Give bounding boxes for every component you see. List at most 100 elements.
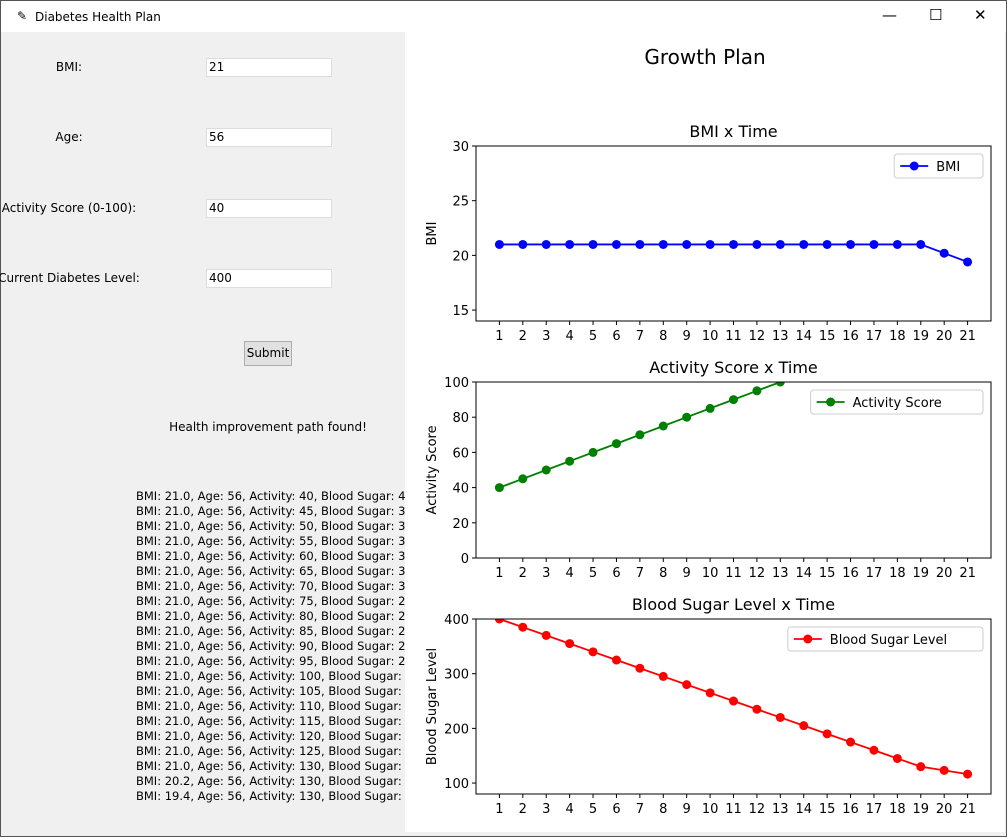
x-tick-label: 11 (725, 566, 742, 581)
x-tick-label: 14 (795, 329, 812, 344)
data-point (658, 239, 668, 249)
x-tick-label: 11 (725, 802, 742, 817)
data-point (588, 239, 598, 249)
log-line: BMI: 21.0, Age: 56, Activity: 110, Blood… (136, 699, 439, 713)
maximize[interactable]: ☐ (929, 6, 943, 24)
data-point (729, 239, 738, 249)
y-tick-label: 20 (452, 249, 469, 264)
text-input[interactable]: 56 (206, 128, 332, 147)
data-point (588, 447, 598, 457)
x-tick-label: 2 (519, 329, 527, 344)
data-point (658, 671, 668, 681)
y-tick-label: 30 (452, 140, 469, 155)
log-line: BMI: 21.0, Age: 56, Activity: 55, Blood … (136, 534, 432, 548)
data-point (565, 239, 575, 249)
x-tick-label: 13 (772, 566, 789, 581)
legend-box (787, 626, 984, 652)
x-tick-label: 8 (659, 329, 667, 344)
axes-frame (475, 381, 992, 559)
x-tick-label: 7 (636, 566, 644, 581)
log-line: BMI: 21.0, Age: 56, Activity: 85, Blood … (136, 624, 432, 638)
x-tick-label: 21 (959, 566, 976, 581)
x-tick-label: 19 (912, 566, 929, 581)
log-line: BMI: 21.0, Age: 56, Activity: 130, Blood… (136, 759, 439, 773)
x-tick-label: 1 (495, 329, 503, 344)
data-point (682, 412, 692, 422)
y-tick-label: 200 (444, 722, 469, 737)
log-line: BMI: 21.0, Age: 56, Activity: 50, Blood … (136, 519, 432, 533)
x-tick-label: 19 (912, 802, 929, 817)
x-tick-label: 6 (612, 566, 620, 581)
close[interactable]: ✕ (974, 6, 987, 24)
data-point (541, 239, 551, 249)
minimize[interactable]: — (882, 6, 897, 24)
y-tick-label: 300 (444, 668, 469, 683)
x-tick-label: 8 (659, 802, 667, 817)
x-tick-label: 12 (749, 329, 766, 344)
log-line: BMI: 20.2, Age: 56, Activity: 130, Blood… (136, 774, 439, 788)
log-line: BMI: 21.0, Age: 56, Activity: 75, Blood … (136, 594, 432, 608)
data-point (705, 688, 715, 698)
data-point (611, 439, 621, 449)
data-point (916, 762, 926, 772)
x-tick-label: 16 (842, 566, 859, 581)
x-tick-label: 19 (912, 329, 929, 344)
plot-area (494, 619, 973, 779)
data-point (752, 704, 762, 714)
x-tick-label: 18 (889, 802, 906, 817)
y-tick-label: 40 (452, 482, 469, 497)
x-tick-label: 9 (683, 802, 691, 817)
x-tick-label: 4 (565, 566, 573, 581)
log-line: BMI: 21.0, Age: 56, Activity: 70, Blood … (136, 579, 432, 593)
x-tick-label: 14 (795, 566, 812, 581)
x-tick-label: 9 (683, 566, 691, 581)
log-line: BMI: 21.0, Age: 56, Activity: 80, Blood … (136, 609, 432, 623)
data-point (588, 647, 598, 657)
x-tick-label: 9 (683, 329, 691, 344)
app-icon: ✎ (17, 9, 28, 23)
y-tick-label: 25 (452, 195, 469, 210)
x-tick-label: 15 (819, 802, 836, 817)
log-line: BMI: 21.0, Age: 56, Activity: 60, Blood … (136, 549, 432, 563)
data-point (611, 239, 621, 249)
data-point (752, 386, 762, 396)
x-tick-label: 5 (589, 802, 597, 817)
x-tick-label: 5 (589, 566, 597, 581)
data-point (541, 465, 551, 475)
x-tick-label: 4 (565, 329, 573, 344)
data-point (752, 239, 762, 249)
x-tick-label: 12 (749, 566, 766, 581)
data-point (565, 456, 575, 466)
text-input[interactable]: 21 (206, 58, 332, 77)
log-line: BMI: 21.0, Age: 56, Activity: 120, Blood… (136, 729, 439, 743)
data-point (635, 663, 645, 673)
x-tick-label: 3 (542, 566, 550, 581)
data-point (846, 351, 855, 360)
window-title: Diabetes Health Plan (35, 10, 161, 24)
x-tick-label: 10 (702, 566, 719, 581)
data-point (658, 421, 668, 431)
data-point (916, 239, 926, 249)
log-line: BMI: 21.0, Age: 56, Activity: 125, Blood… (136, 744, 439, 758)
submit-button[interactable]: Submit (244, 341, 292, 366)
x-tick-label: 3 (542, 802, 550, 817)
field-label: Current Diabetes Level: (0, 271, 140, 285)
data-point (939, 765, 949, 775)
data-point (799, 721, 809, 731)
log-line: BMI: 21.0, Age: 56, Activity: 45, Blood … (136, 504, 432, 518)
x-tick-label: 15 (819, 329, 836, 344)
data-point (705, 403, 715, 413)
data-point (823, 360, 832, 369)
text-input[interactable]: 400 (206, 269, 332, 288)
x-tick-label: 1 (495, 566, 503, 581)
x-tick-label: 13 (772, 802, 789, 817)
data-point (494, 483, 504, 493)
data-point (635, 430, 645, 440)
log-line: BMI: 21.0, Age: 56, Activity: 95, Blood … (136, 654, 432, 668)
data-point (799, 239, 809, 249)
log-line: BMI: 19.4, Age: 56, Activity: 130, Blood… (136, 789, 439, 803)
y-tick-label: 15 (452, 304, 469, 319)
x-tick-label: 6 (612, 802, 620, 817)
text-input[interactable]: 40 (206, 199, 332, 218)
